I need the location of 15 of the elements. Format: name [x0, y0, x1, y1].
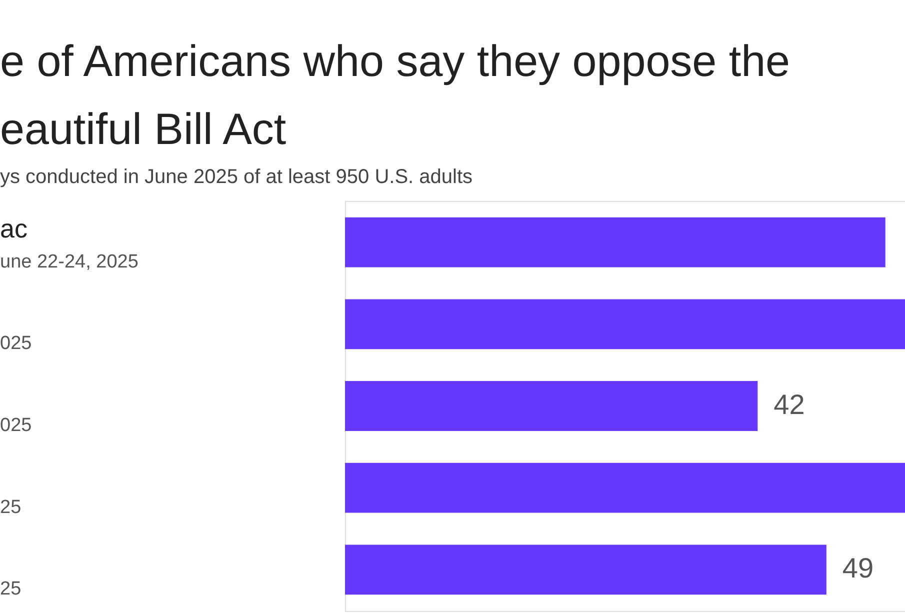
y-tick-label: 25	[0, 496, 22, 518]
bar	[345, 299, 905, 350]
data-label: 49	[842, 552, 874, 584]
y-tick-label: 25	[0, 578, 22, 600]
data-label: 42	[774, 389, 805, 420]
y-tick-label: 025	[0, 415, 32, 436]
chart-subtitle: ys conducted in June 2025 of at least 950 U.S. adults	[0, 166, 473, 188]
text: e of Americans who say they oppose the	[0, 37, 790, 86]
text: eautiful Bill Act	[0, 105, 286, 154]
y-tick-label: 025	[0, 333, 32, 354]
bar	[345, 381, 758, 431]
bar	[345, 462, 905, 513]
bar	[345, 217, 886, 268]
bar	[345, 544, 826, 595]
y-tick-label: ac une 22-24, 2025	[0, 213, 138, 272]
